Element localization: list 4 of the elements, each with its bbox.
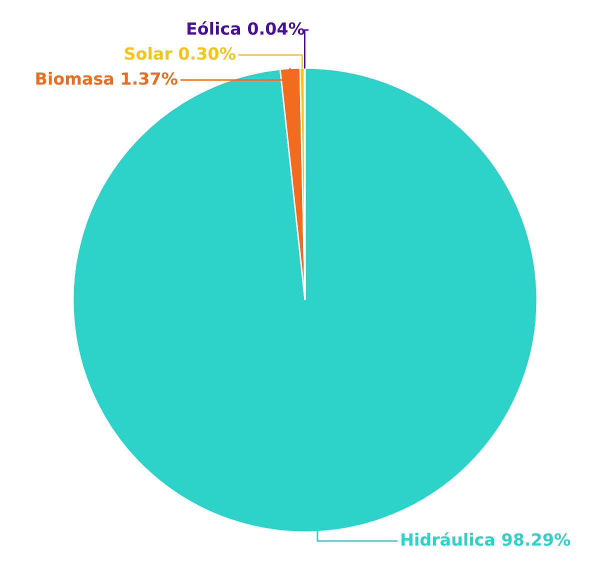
slice-label: Solar 0.30% (124, 46, 236, 60)
slice-label: Biomasa 1.37% (36, 72, 178, 85)
slice-label: Hidráulica 98.29% (402, 532, 570, 546)
slice-label: Eólica 0.04% (188, 21, 304, 35)
